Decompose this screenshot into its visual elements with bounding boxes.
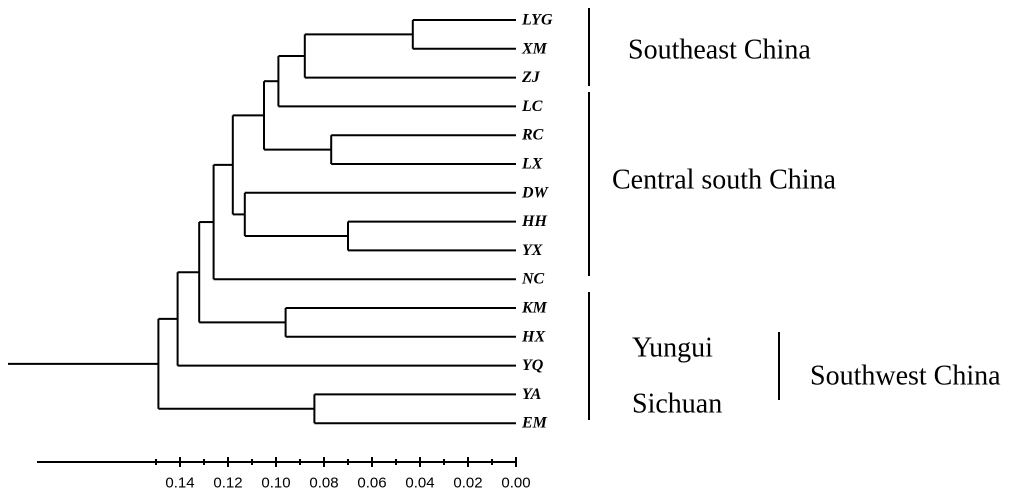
group-label: Southeast China bbox=[628, 35, 811, 66]
supergroup-label: Southwest China bbox=[810, 361, 1001, 392]
supergroup-bracket: Southwest China bbox=[778, 332, 1001, 400]
tick-label: 0.02 bbox=[453, 475, 482, 492]
tick-label: 0.14 bbox=[165, 475, 194, 492]
leaf-label-em: EM bbox=[521, 415, 548, 432]
leaf-label-lc: LC bbox=[521, 98, 543, 115]
group-label: Central south China bbox=[612, 165, 837, 196]
leaf-label-km: KM bbox=[521, 300, 548, 317]
tree-branches bbox=[8, 19, 516, 425]
distance-axis: 0.14 0.12 0.10 0.08 0.06 0.04 0.02 0.00 bbox=[37, 457, 531, 492]
tick-label: 0.08 bbox=[309, 475, 338, 492]
group-label: Yungui bbox=[632, 333, 713, 364]
tick-label: 0.10 bbox=[261, 475, 290, 492]
group-label: Sichuan bbox=[632, 389, 722, 420]
tick-label: 0.04 bbox=[405, 475, 434, 492]
leaf-label-yx: YX bbox=[522, 242, 543, 259]
leaf-label-hx: HX bbox=[521, 328, 545, 345]
leaf-label-hh: HH bbox=[521, 213, 547, 230]
leaf-label-yq: YQ bbox=[522, 357, 544, 374]
leaf-label-ya: YA bbox=[522, 386, 542, 403]
leaf-label-xm: XM bbox=[521, 40, 548, 57]
leaf-label-rc: RC bbox=[521, 127, 544, 144]
tick-label: 0.06 bbox=[357, 475, 386, 492]
leaf-label-dw: DW bbox=[521, 184, 550, 201]
leaf-label-lx: LX bbox=[521, 156, 543, 173]
leaf-labels: LYG XM ZJ LC RC LX DW HH YX NC KM HX YQ YA EM bbox=[521, 12, 553, 432]
leaf-label-nc: NC bbox=[521, 271, 545, 288]
tick-label: 0.12 bbox=[213, 475, 242, 492]
leaf-label-lyg: LYG bbox=[521, 12, 553, 29]
tick-label: 0.00 bbox=[501, 475, 530, 492]
group-brackets: Southeast China Central south China Yungui… bbox=[588, 8, 837, 420]
leaf-label-zj: ZJ bbox=[521, 69, 541, 86]
